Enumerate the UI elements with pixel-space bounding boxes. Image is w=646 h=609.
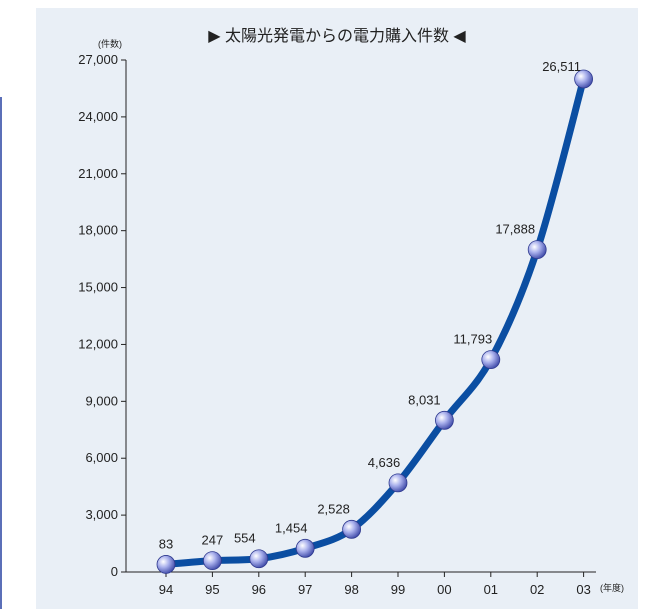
- data-label: 4,636: [368, 455, 401, 470]
- data-label: 26,511: [542, 59, 581, 74]
- y-tick-label: 0: [111, 564, 118, 579]
- y-tick-label: 21,000: [78, 166, 118, 181]
- series-line: [162, 75, 588, 568]
- x-tick-label: 94: [159, 582, 173, 597]
- data-point: [574, 69, 593, 89]
- data-point: [342, 519, 362, 539]
- y-tick-label: 9,000: [85, 393, 118, 408]
- x-tick-label: 03: [576, 582, 590, 597]
- data-label: 1,454: [275, 520, 308, 535]
- x-axis-unit: (年度): [600, 582, 624, 593]
- x-tick-label: 99: [391, 582, 405, 597]
- data-label: 247: [202, 533, 224, 548]
- data-point: [295, 538, 315, 558]
- y-tick-label: 27,000: [78, 52, 118, 67]
- data-point: [202, 551, 222, 571]
- x-tick-label: 01: [484, 582, 498, 597]
- data-point: [156, 555, 176, 574]
- data-point: [388, 473, 408, 493]
- data-label: 17,888: [495, 222, 535, 237]
- x-tick-label: 97: [298, 582, 312, 597]
- chart-panel: [36, 8, 638, 609]
- data-label: 83: [159, 536, 173, 551]
- x-tick-label: 98: [344, 582, 358, 597]
- y-tick-label: 6,000: [85, 450, 118, 465]
- x-tick-label: 96: [252, 582, 266, 597]
- x-tick-label: 00: [437, 582, 451, 597]
- markers: [156, 69, 593, 574]
- data-label: 11,793: [453, 332, 492, 347]
- x-tick-label: 02: [530, 582, 544, 597]
- data-label: 8,031: [408, 392, 441, 407]
- data-labels: 83 247 554 1,454 2,528 4,636 8,031 11,793 17,888…: [159, 59, 581, 551]
- left-accent-rule: [0, 97, 2, 609]
- y-tick-label: 12,000: [78, 336, 118, 351]
- chart-title: ▶ 太陽光発電からの電力購入件数 ◀: [208, 28, 466, 45]
- data-label: 2,528: [317, 501, 350, 516]
- x-tick-label: 95: [205, 582, 219, 597]
- data-point: [434, 410, 454, 430]
- data-label: 554: [234, 531, 256, 546]
- data-point: [249, 549, 269, 569]
- y-axis-unit: (件数): [98, 38, 122, 49]
- axes: 0 3,000 6,000 9,000 12,000 15,000 18,000 21,000…: [78, 38, 624, 597]
- y-tick-label: 15,000: [78, 280, 118, 295]
- y-tick-label: 24,000: [78, 109, 118, 124]
- y-tick-label: 18,000: [78, 223, 118, 238]
- series-path: [162, 75, 588, 568]
- data-point: [527, 240, 547, 260]
- y-tick-label: 3,000: [85, 507, 118, 522]
- data-point: [481, 350, 501, 370]
